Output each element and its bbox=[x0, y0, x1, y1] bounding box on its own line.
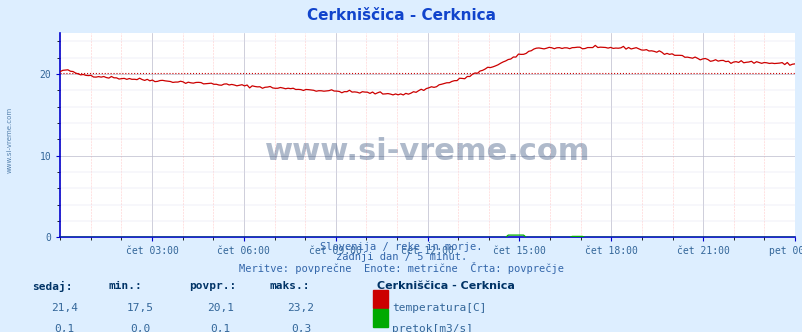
Text: maks.:: maks.: bbox=[269, 281, 309, 290]
Text: Cerkniščica - Cerknica: Cerkniščica - Cerknica bbox=[377, 281, 515, 290]
Text: zadnji dan / 5 minut.: zadnji dan / 5 minut. bbox=[335, 252, 467, 262]
Text: sedaj:: sedaj: bbox=[32, 281, 72, 291]
Text: 0,1: 0,1 bbox=[54, 324, 75, 332]
Text: 0,0: 0,0 bbox=[130, 324, 151, 332]
Text: 21,4: 21,4 bbox=[51, 303, 78, 313]
Text: www.si-vreme.com: www.si-vreme.com bbox=[6, 106, 12, 173]
Text: www.si-vreme.com: www.si-vreme.com bbox=[265, 137, 589, 166]
Text: Slovenija / reke in morje.: Slovenija / reke in morje. bbox=[320, 242, 482, 252]
Text: 0,1: 0,1 bbox=[210, 324, 231, 332]
Text: 23,2: 23,2 bbox=[287, 303, 314, 313]
Text: 0,3: 0,3 bbox=[290, 324, 311, 332]
Text: Meritve: povprečne  Enote: metrične  Črta: povprečje: Meritve: povprečne Enote: metrične Črta:… bbox=[239, 262, 563, 274]
Text: min.:: min.: bbox=[108, 281, 142, 290]
Text: 17,5: 17,5 bbox=[127, 303, 154, 313]
Text: 20,1: 20,1 bbox=[207, 303, 234, 313]
Text: pretok[m3/s]: pretok[m3/s] bbox=[391, 324, 472, 332]
Text: temperatura[C]: temperatura[C] bbox=[391, 303, 486, 313]
Text: Cerkniščica - Cerknica: Cerkniščica - Cerknica bbox=[306, 8, 496, 23]
Text: povpr.:: povpr.: bbox=[188, 281, 236, 290]
